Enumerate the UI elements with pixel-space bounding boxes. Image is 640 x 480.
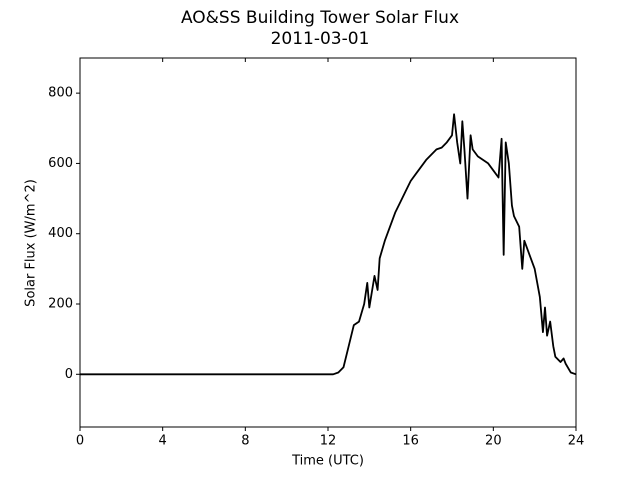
data-line: [80, 113, 577, 376]
x-tick-label: 8: [241, 434, 249, 449]
x-axis-label: Time (UTC): [291, 454, 364, 469]
y-tick-label: 0: [65, 367, 73, 382]
x-tick-label: 24: [568, 434, 585, 449]
x-tick-label: 20: [485, 434, 502, 449]
y-tick-label: 400: [48, 226, 73, 241]
y-tick-label: 600: [48, 156, 73, 171]
x-tick-label: 16: [402, 434, 419, 449]
x-tick-label: 0: [76, 434, 84, 449]
x-tick-label: 12: [320, 434, 337, 449]
y-tick-label: 800: [48, 86, 73, 101]
chart-subtitle: 2011-03-01: [271, 29, 370, 49]
y-tick-label: 200: [48, 297, 73, 312]
chart-title: AO&SS Building Tower Solar Flux: [181, 8, 459, 28]
x-tick-label: 4: [159, 434, 167, 449]
plot-frame: [79, 57, 577, 428]
y-axis-label: Solar Flux (W/m^2): [24, 179, 39, 307]
